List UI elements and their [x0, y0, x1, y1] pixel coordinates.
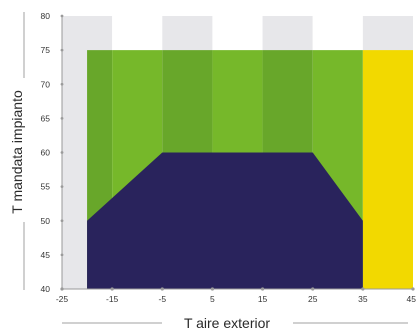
x-tick-label: 15	[258, 294, 268, 304]
y-tick-dot	[60, 151, 64, 154]
y-tick-label: 75	[41, 45, 51, 55]
y-tick-dot	[60, 14, 64, 18]
y-tick-label: 80	[41, 11, 51, 21]
operating-regions	[87, 50, 413, 289]
x-tick-label: 45	[407, 294, 417, 304]
y-tick-dot	[60, 48, 64, 52]
y-tick-label: 60	[41, 148, 51, 158]
y-tick-label: 65	[41, 113, 51, 123]
y-tick-dot	[60, 287, 64, 291]
x-tick-label: 25	[308, 294, 318, 304]
x-tick-label: -25	[56, 294, 69, 304]
x-tick-labels: -25 -15 -5 5 15 25 35 45	[56, 294, 416, 304]
y-tick-dot	[60, 253, 64, 257]
x-axis-title: T aire exterior	[184, 315, 270, 331]
x-tick-label: 5	[210, 294, 215, 304]
x-tick-dot	[411, 287, 415, 291]
y-tick-dot	[60, 219, 64, 223]
navy-region	[87, 152, 363, 289]
yellow-region	[362, 50, 413, 289]
y-tick-dot	[60, 185, 64, 189]
axes	[60, 14, 415, 291]
x-tick-label: -15	[106, 294, 119, 304]
x-tick-dot	[260, 287, 265, 291]
y-tick-dot	[60, 116, 64, 120]
y-tick-labels: 40 45 50 55 60 65 70 75 80	[41, 11, 51, 294]
y-tick-label: 40	[41, 284, 51, 294]
y-tick-label: 50	[41, 216, 51, 226]
x-tick-dot	[311, 287, 315, 291]
y-tick-label: 70	[41, 79, 51, 89]
x-tick-dot	[361, 287, 365, 291]
x-tick-dot	[110, 287, 114, 291]
x-tick-label: 35	[358, 294, 368, 304]
y-tick-label: 45	[41, 250, 51, 260]
y-axis-title: T mandata impianto	[9, 90, 25, 214]
y-tick-label: 55	[41, 182, 51, 192]
x-tick-label: -5	[159, 294, 167, 304]
x-tick-dot	[210, 287, 215, 291]
y-tick-dot	[60, 82, 64, 86]
x-tick-dot	[160, 287, 164, 291]
